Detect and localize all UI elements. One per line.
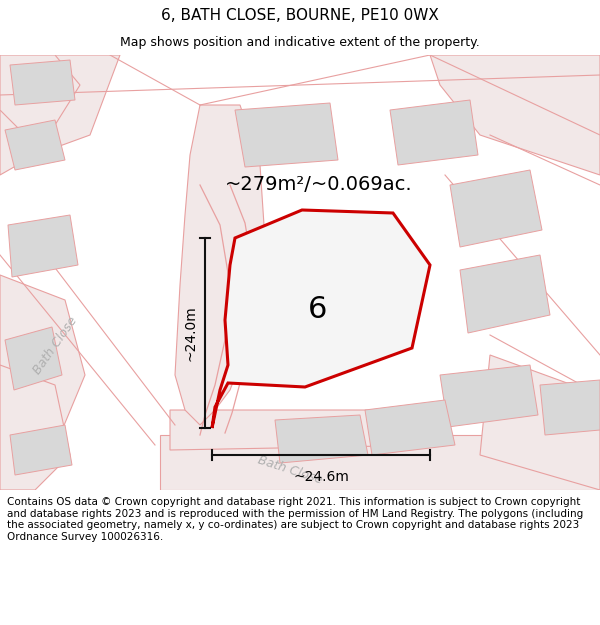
Polygon shape [212,210,430,428]
Polygon shape [0,365,70,490]
Polygon shape [175,105,265,425]
Polygon shape [365,400,455,455]
Polygon shape [160,435,600,490]
Polygon shape [170,410,440,450]
Polygon shape [390,100,478,165]
Text: 6, BATH CLOSE, BOURNE, PE10 0WX: 6, BATH CLOSE, BOURNE, PE10 0WX [161,8,439,23]
Polygon shape [275,415,368,463]
Text: Bath Close: Bath Close [256,454,324,486]
Polygon shape [540,380,600,435]
Text: 6: 6 [308,296,328,324]
Text: ~279m²/~0.069ac.: ~279m²/~0.069ac. [225,176,413,194]
Text: Contains OS data © Crown copyright and database right 2021. This information is : Contains OS data © Crown copyright and d… [7,497,583,542]
Polygon shape [440,365,538,427]
Polygon shape [460,255,550,333]
Text: Bath Close: Bath Close [31,314,80,376]
Polygon shape [450,170,542,247]
Polygon shape [5,327,62,390]
Polygon shape [0,275,85,435]
Text: ~24.6m: ~24.6m [293,470,349,484]
Polygon shape [8,215,78,277]
Polygon shape [0,55,120,175]
Polygon shape [5,120,65,170]
Polygon shape [228,220,380,385]
Polygon shape [480,355,600,490]
Polygon shape [10,425,72,475]
Text: Map shows position and indicative extent of the property.: Map shows position and indicative extent… [120,36,480,49]
Polygon shape [235,103,338,167]
Polygon shape [0,55,80,130]
Polygon shape [430,55,600,175]
Text: ~24.0m: ~24.0m [183,305,197,361]
Polygon shape [10,60,75,105]
